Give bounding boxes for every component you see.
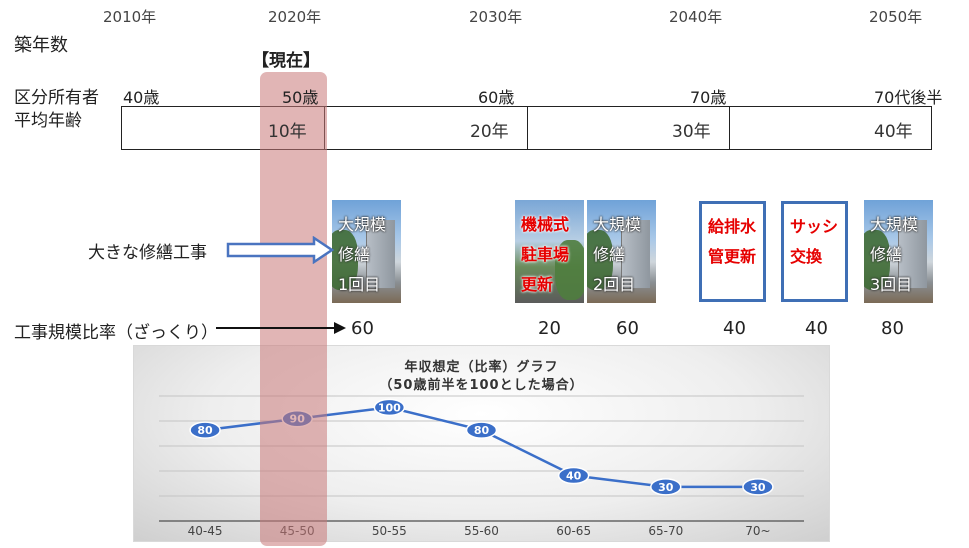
data-label: 40 [566, 470, 582, 483]
x-tick-label: 50-55 [372, 524, 407, 538]
x-tick-label: 60-65 [556, 524, 591, 538]
data-label: 80 [197, 424, 213, 437]
data-point [465, 421, 498, 439]
work-scale-ratio-label: 工事規模比率（ざっくり） [14, 323, 218, 343]
timeline-30y: 30年 [672, 122, 711, 142]
age-40: 40歳 [123, 88, 160, 107]
data-label: 100 [378, 401, 401, 414]
income-line-chart: 80901008040303040-4545-5050-5555-6060-65… [159, 395, 804, 538]
year-2040: 2040年 [669, 8, 723, 26]
current-period-highlight [260, 72, 327, 546]
ratio-5: 40 [805, 318, 828, 339]
work-parking-renewal: 機械式 駐車場 更新 [515, 200, 584, 303]
work-major-repair-3: 大規模 修繕 3回目 [864, 200, 933, 303]
timeline-10y: 10年 [268, 122, 307, 142]
owner-age-label-1: 区分所有者 [14, 88, 99, 108]
x-tick-label: 55-60 [464, 524, 499, 538]
timeline-40y: 40年 [874, 122, 913, 142]
chart-title: 年収想定（比率）グラフ [404, 360, 559, 375]
building-age-timeline: 10年 20年 30年 40年 [121, 106, 932, 150]
data-point [557, 466, 590, 485]
data-label: 80 [474, 424, 490, 437]
ratio-1: 60 [351, 318, 374, 339]
x-tick-label: 70~ [745, 524, 770, 538]
age-50: 50歳 [282, 88, 319, 107]
age-late-70s: 70代後半 [874, 88, 943, 107]
ratio-4: 40 [723, 318, 746, 339]
work-major-repair-2: 大規模 修繕 2回目 [587, 200, 656, 303]
x-tick-label: 40-45 [188, 524, 223, 538]
year-2030: 2030年 [469, 8, 523, 26]
year-2050: 2050年 [869, 8, 923, 26]
data-point [373, 398, 406, 417]
data-label: 30 [750, 481, 766, 494]
timeline-20y: 20年 [470, 122, 509, 142]
data-point [742, 478, 774, 496]
major-repair-label: 大きな修繕工事 [88, 243, 207, 263]
year-2010: 2010年 [103, 8, 157, 26]
ratio-2: 20 [538, 318, 561, 339]
ratio-3: 60 [616, 318, 639, 339]
ratio-6: 80 [881, 318, 904, 339]
x-tick-label: 65-70 [648, 524, 683, 538]
data-point [650, 478, 682, 496]
income-chart-panel: 年収想定（比率）グラフ （50歳前半を100とした場合） 80901008040… [133, 345, 830, 542]
chart-subtitle: （50歳前半を100とした場合） [379, 378, 584, 393]
current-label: 【現在】 [252, 51, 320, 71]
age-70: 70歳 [690, 88, 727, 107]
building-age-label: 築年数 [14, 35, 68, 56]
work-major-repair-1: 大規模 修繕 1回目 [332, 200, 401, 303]
owner-age-label-2: 平均年齢 [14, 111, 82, 131]
work-plumbing-renewal: 給排水 管更新 [699, 201, 766, 302]
data-point [189, 421, 221, 439]
repair-arrow-icon [226, 236, 335, 264]
work-sash-replacement: サッシ 交換 [781, 201, 848, 302]
data-label: 30 [658, 481, 674, 494]
ratio-arrow-icon [216, 322, 346, 334]
year-2020: 2020年 [268, 8, 322, 26]
age-60: 60歳 [478, 88, 515, 107]
